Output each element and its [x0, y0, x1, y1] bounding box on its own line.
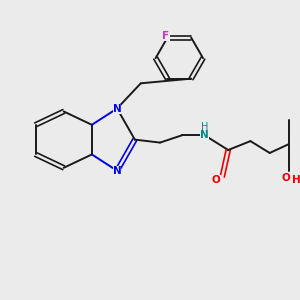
Text: N: N: [113, 166, 122, 176]
Text: H: H: [201, 122, 208, 132]
Text: N: N: [200, 130, 209, 140]
Text: O: O: [282, 173, 290, 183]
Text: N: N: [113, 103, 122, 113]
Text: F: F: [162, 31, 169, 41]
Text: O: O: [212, 175, 221, 184]
Text: H: H: [292, 175, 300, 184]
